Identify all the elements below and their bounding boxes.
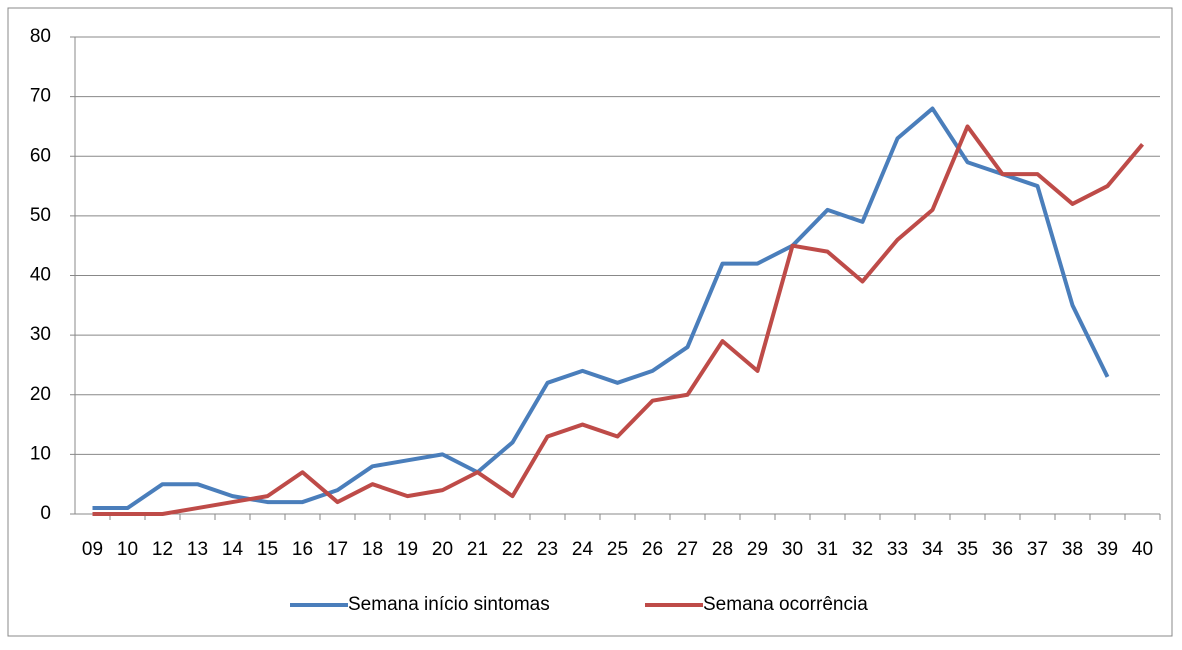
y-tick-label: 70 bbox=[30, 86, 51, 107]
y-tick-label: 50 bbox=[30, 205, 51, 226]
legend-label: Semana ocorrência bbox=[703, 594, 868, 615]
x-tick-label: 15 bbox=[257, 539, 278, 560]
series-line bbox=[92, 124, 1145, 516]
x-tick-label: 32 bbox=[852, 539, 873, 560]
x-tick-label: 38 bbox=[1062, 539, 1083, 560]
x-tick-label: 24 bbox=[572, 539, 594, 560]
chart-border bbox=[7, 7, 1173, 637]
y-tick-label: 0 bbox=[40, 503, 51, 524]
series-line bbox=[92, 106, 1110, 511]
x-tick-label: 09 bbox=[82, 539, 103, 560]
x-tick-label: 28 bbox=[712, 539, 733, 560]
x-tick-label: 31 bbox=[817, 539, 838, 560]
x-tick-label: 19 bbox=[397, 539, 418, 560]
x-tick-label: 23 bbox=[537, 539, 558, 560]
x-tick-label: 33 bbox=[887, 539, 908, 560]
x-tick-label: 26 bbox=[642, 539, 663, 560]
x-tick-label: 29 bbox=[747, 539, 768, 560]
x-tick-label: 14 bbox=[222, 539, 244, 560]
x-tick-label: 22 bbox=[502, 539, 523, 560]
x-tick-label: 17 bbox=[327, 539, 348, 560]
x-tick-label: 10 bbox=[117, 539, 138, 560]
x-tick-label: 12 bbox=[152, 539, 173, 560]
x-tick-label: 27 bbox=[677, 539, 698, 560]
x-tick-label: 16 bbox=[292, 539, 313, 560]
y-tick-label: 20 bbox=[30, 384, 51, 405]
x-tick-label: 34 bbox=[922, 539, 944, 560]
y-tick-label: 30 bbox=[30, 324, 51, 345]
x-tick-label: 35 bbox=[957, 539, 978, 560]
x-tick-label: 30 bbox=[782, 539, 803, 560]
x-tick-label: 39 bbox=[1097, 539, 1118, 560]
x-tick-label: 21 bbox=[467, 539, 488, 560]
x-tick-label: 40 bbox=[1132, 539, 1153, 560]
legend-label: Semana início sintomas bbox=[348, 594, 550, 615]
y-tick-label: 40 bbox=[30, 265, 51, 286]
x-tick-label: 25 bbox=[607, 539, 628, 560]
y-tick-label: 10 bbox=[30, 443, 51, 464]
x-tick-label: 13 bbox=[187, 539, 208, 560]
y-tick-label: 80 bbox=[30, 26, 51, 47]
y-tick-label: 60 bbox=[30, 145, 51, 166]
x-tick-label: 36 bbox=[992, 539, 1013, 560]
x-tick-label: 37 bbox=[1027, 539, 1048, 560]
x-tick-label: 18 bbox=[362, 539, 383, 560]
x-tick-label: 20 bbox=[432, 539, 453, 560]
